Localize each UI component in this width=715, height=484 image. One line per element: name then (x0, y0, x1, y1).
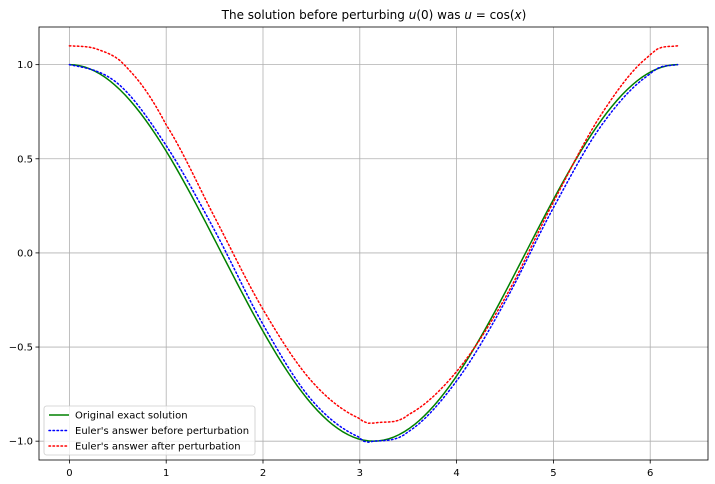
legend: Original exact solution Euler's answer be… (43, 405, 256, 456)
x-tick-label: 6 (647, 468, 653, 479)
x-tick-label: 0 (66, 468, 72, 479)
y-tick-label: 0.5 (17, 154, 33, 165)
series-line-euler-before (68, 63, 679, 443)
x-tick-label: 1 (163, 468, 169, 479)
series-line-euler-after (68, 45, 679, 424)
y-tick-label: −0.5 (9, 343, 33, 354)
x-tick-label: 4 (453, 468, 459, 479)
y-tick-label: −1.0 (9, 437, 33, 448)
axis-ticks: 0 1 2 3 4 5 6 −1.0 −0.5 0.0 0.5 1.0 (9, 60, 654, 479)
legend-label: Euler's answer before perturbation (75, 426, 249, 437)
legend-label: Original exact solution (75, 411, 188, 422)
chart-title: The solution before perturbing u(0) was … (221, 8, 527, 22)
legend-label: Euler's answer after perturbation (75, 442, 241, 453)
grid (39, 27, 708, 460)
y-tick-label: 1.0 (17, 60, 33, 71)
plot-area-frame (38, 26, 709, 461)
series-group (68, 45, 679, 443)
x-tick-label: 3 (357, 468, 363, 479)
y-tick-label: 0.0 (17, 248, 33, 259)
legend-box (43, 405, 256, 456)
x-tick-label: 5 (550, 468, 556, 479)
x-tick-label: 2 (260, 468, 266, 479)
